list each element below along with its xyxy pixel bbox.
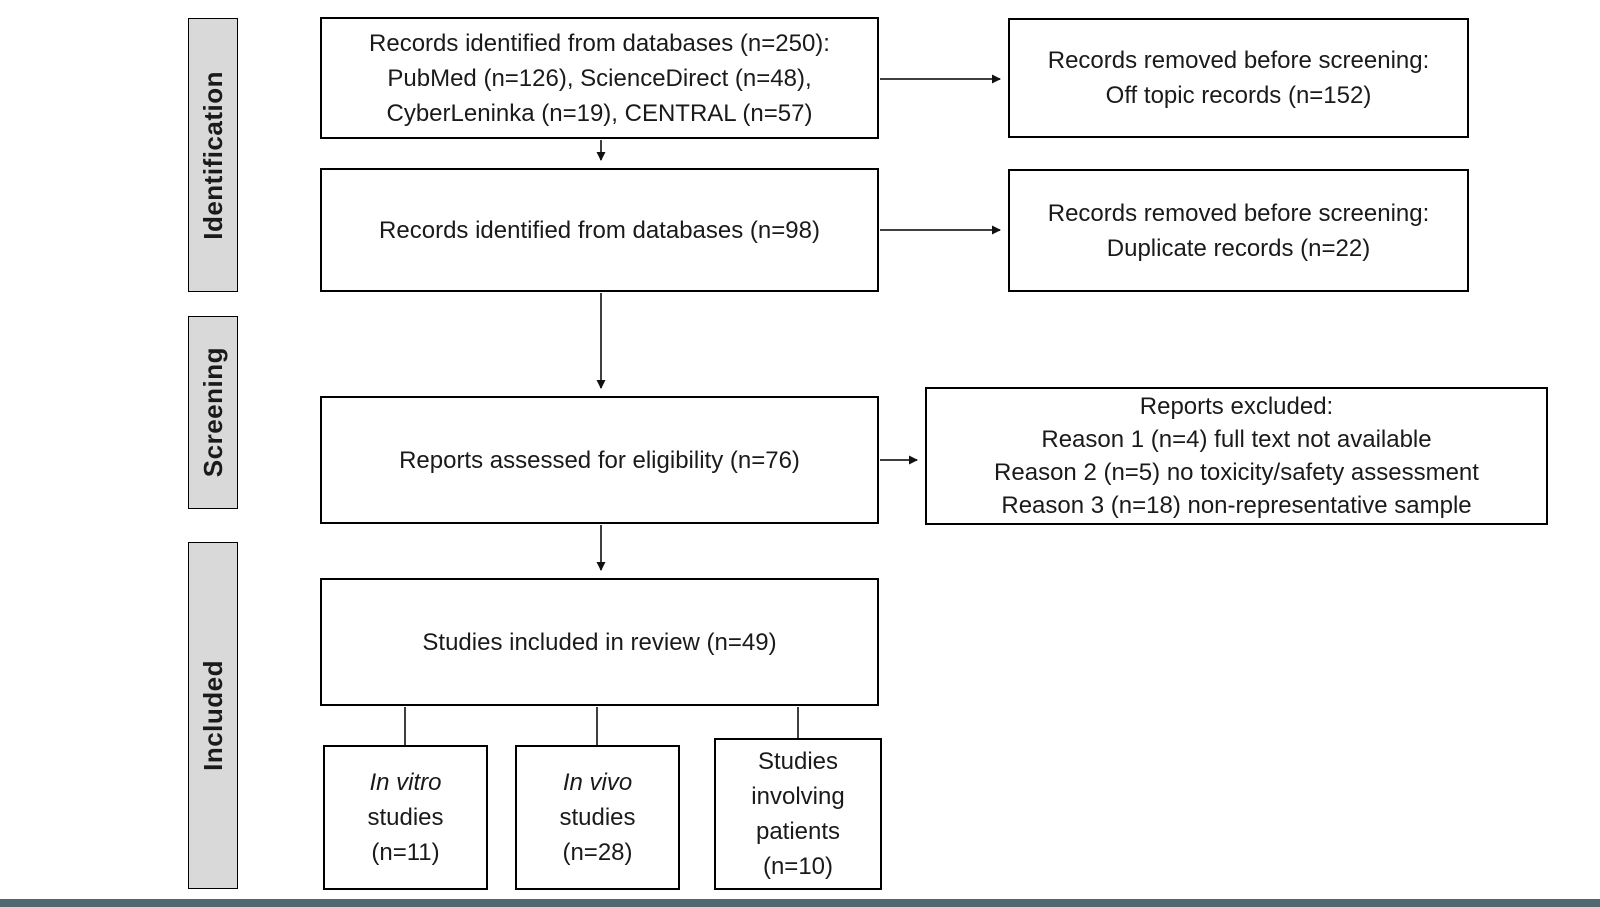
box-in-vivo-studies: In vivo studies (n=28) [515,745,680,890]
box-studies-included: Studies included in review (n=49) [320,578,879,706]
text-line: CyberLeninka (n=19), CENTRAL (n=57) [386,99,813,127]
text-line: Off topic records (n=152) [1105,82,1372,109]
box-records-identified-98: Records identified from databases (n=98) [320,168,879,292]
text-line: Reports excluded: [1139,393,1334,420]
box-reports-assessed: Reports assessed for eligibility (n=76) [320,396,879,524]
text-line: Duplicate records (n=22) [1106,234,1371,262]
box-in-vitro-studies: In vitro studies (n=11) [323,745,488,890]
text-line-italic: In vitro [369,769,442,796]
text-line: Reports assessed for eligibility (n=76) [399,446,800,474]
stage-label-text: Screening [197,347,228,478]
text-line: Studies included in review (n=49) [422,628,777,656]
text-line: Records removed before screening: [1047,199,1430,227]
stage-label-identification: Identification [188,18,238,292]
box-records-identified-250: Records identified from databases (n=250… [320,17,879,139]
text-line: Reason 2 (n=5) no toxicity/safety assess… [994,459,1479,486]
box-records-removed-duplicates: Records removed before screening: Duplic… [1008,169,1469,292]
text-line: Reason 3 (n=18) non-representative sampl… [1001,492,1472,519]
text-line: (n=28) [562,839,633,866]
text-line: (n=10) [762,853,834,880]
text-line: Records identified from databases (n=98) [379,216,820,244]
text-line: involving [751,783,845,810]
text-line: studies [559,804,636,831]
text-line: PubMed (n=126), ScienceDirect (n=48), [387,64,812,92]
text-line: Records identified from databases (n=250… [369,29,830,57]
box-reports-excluded: Reports excluded: Reason 1 (n=4) full te… [925,387,1548,525]
stage-label-text: Included [197,660,228,771]
text-line: Records removed before screening: [1047,47,1430,74]
stage-label-included: Included [188,542,238,889]
footer-accent-bar [0,899,1600,907]
text-line: patients [755,818,841,845]
box-records-removed-offtopic: Records removed before screening: Off to… [1008,18,1469,138]
text-line: Studies [757,748,839,775]
box-patient-studies: Studies involving patients (n=10) [714,738,882,890]
text-line: (n=11) [371,839,440,866]
text-line: studies [367,804,444,831]
stage-label-screening: Screening [188,316,238,509]
text-line: Reason 1 (n=4) full text not available [1041,426,1432,453]
stage-label-text: Identification [197,70,228,240]
text-line-italic: In vivo [562,769,633,796]
